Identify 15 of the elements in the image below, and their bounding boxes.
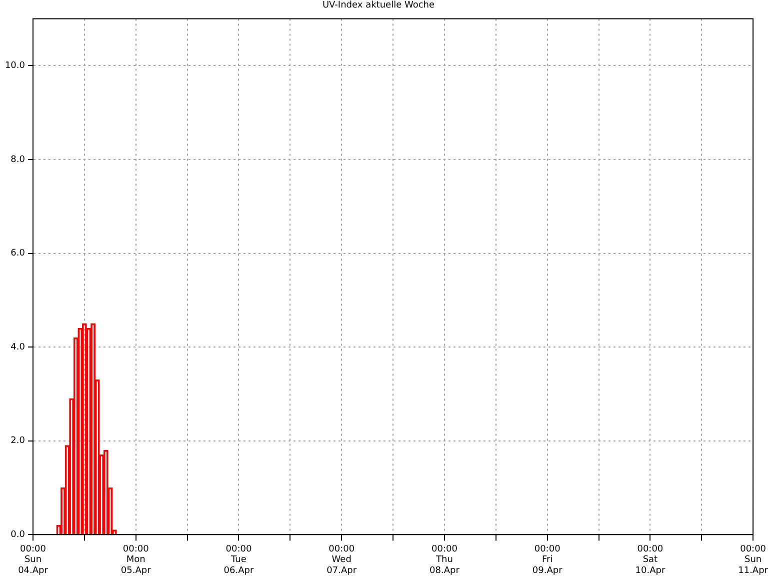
- x-tick-label: 00:00 Tue 06.Apr: [224, 544, 254, 576]
- chart-title: UV-Index aktuelle Woche: [322, 0, 435, 11]
- x-tick-label: 00:00 Sun 04.Apr: [18, 544, 48, 576]
- x-tick-label: 00:00 Sat 10.Apr: [635, 544, 666, 576]
- y-tick-label: 4.0: [10, 342, 26, 352]
- x-tick-label: 00:00 Sun 11.Apr: [738, 544, 768, 576]
- x-tick-label: 00:00 Wed 07.Apr: [326, 544, 357, 576]
- x-tick-label: 00:00 Mon 05.Apr: [120, 544, 152, 576]
- y-tick-label: 2.0: [10, 436, 26, 446]
- x-tick-label: 00:00 Fri 09.Apr: [532, 544, 563, 576]
- y-tick-label: 10.0: [4, 61, 26, 72]
- y-tick-label: 0.0: [10, 530, 26, 540]
- x-tick-label: 00:00 Thu 08.Apr: [430, 544, 460, 576]
- y-tick-label: 8.0: [10, 154, 26, 165]
- y-tick-label: 6.0: [10, 248, 26, 259]
